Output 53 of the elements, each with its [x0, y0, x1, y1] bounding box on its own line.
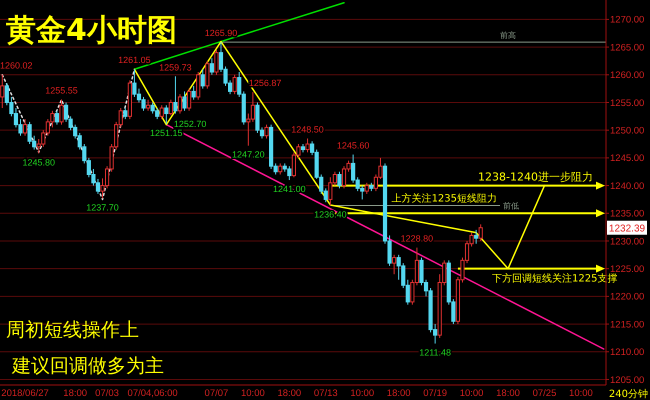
- x-tick-label: 07/03: [95, 388, 119, 399]
- y-tick-label: 1265.00: [610, 42, 644, 54]
- annotation: 1245.60: [336, 140, 370, 151]
- annotation: 1252.70: [174, 119, 206, 130]
- annotation: 1245.80: [22, 157, 56, 168]
- annotation: 建议回调做多为主: [11, 355, 164, 377]
- x-tick-label: 2018/06/27: [1, 388, 49, 399]
- y-tick-label: 1210.00: [610, 347, 644, 358]
- annotation: 1265.90: [204, 28, 238, 38]
- annotation: 周初短线操作上: [6, 319, 139, 341]
- y-tick-label: 1245.00: [610, 153, 644, 164]
- y-tick-label: 1215.00: [610, 319, 644, 330]
- x-tick-label: 07/25: [532, 388, 556, 399]
- x-tick-label: 10:00: [350, 388, 374, 399]
- annotation: 1232.39: [608, 224, 646, 235]
- annotation: 1251.15: [150, 128, 183, 138]
- y-tick-label: 1225.00: [610, 264, 644, 275]
- annotation: 1247.20: [232, 150, 265, 160]
- x-tick-label: 07/07: [204, 388, 228, 399]
- ref-line-label: 前高: [500, 31, 516, 40]
- x-tick-label: 18:00: [63, 388, 88, 399]
- y-tick-label: 1205.00: [610, 374, 644, 386]
- annotation: 1261.05: [118, 54, 151, 65]
- x-tick-label: 10:00: [240, 388, 265, 399]
- x-tick-label: 18:00: [386, 388, 411, 399]
- annotation: 1256.87: [248, 78, 282, 88]
- x-tick-label: 10:00: [460, 388, 484, 399]
- annotation: 1228.80: [400, 234, 434, 244]
- annotation: 1255.55: [45, 85, 78, 96]
- ref-line-label: 前低: [503, 202, 519, 211]
- y-tick-label: 1255.00: [610, 98, 644, 109]
- annotation: 1237.70: [86, 202, 119, 212]
- text: 黄金4小时图: [6, 13, 177, 48]
- ref-line-label: 上方关注1235短线阻力: [392, 192, 498, 204]
- y-tick-label: 1240.00: [610, 180, 644, 192]
- annotation: 1211.48: [419, 348, 452, 358]
- x-tick-label: 10:00: [569, 388, 593, 399]
- y-tick-label: 1260.00: [610, 70, 644, 82]
- x-tick-label: 18:00: [496, 388, 520, 399]
- y-tick-label: 1270.00: [610, 14, 644, 26]
- x-tick-label: 07/04,06:00: [128, 388, 178, 399]
- y-tick-label: 1230.00: [610, 236, 644, 248]
- x-tick-label: 18:00: [277, 388, 302, 399]
- annotation: 1260.02: [0, 60, 33, 71]
- x-tick-label: 07/19: [423, 388, 448, 399]
- y-tick-label: 1235.00: [610, 208, 644, 220]
- x-tick-label: 07/13: [314, 388, 338, 399]
- annotation: 1259.73: [159, 62, 192, 72]
- y-tick-label: 1250.00: [610, 126, 644, 137]
- y-tick-label: 1220.00: [610, 292, 644, 303]
- annotation: 1248.50: [291, 124, 324, 134]
- text: 240分钟: [608, 388, 648, 400]
- ref-line-label: 1238-1240进一步阻力: [478, 170, 593, 184]
